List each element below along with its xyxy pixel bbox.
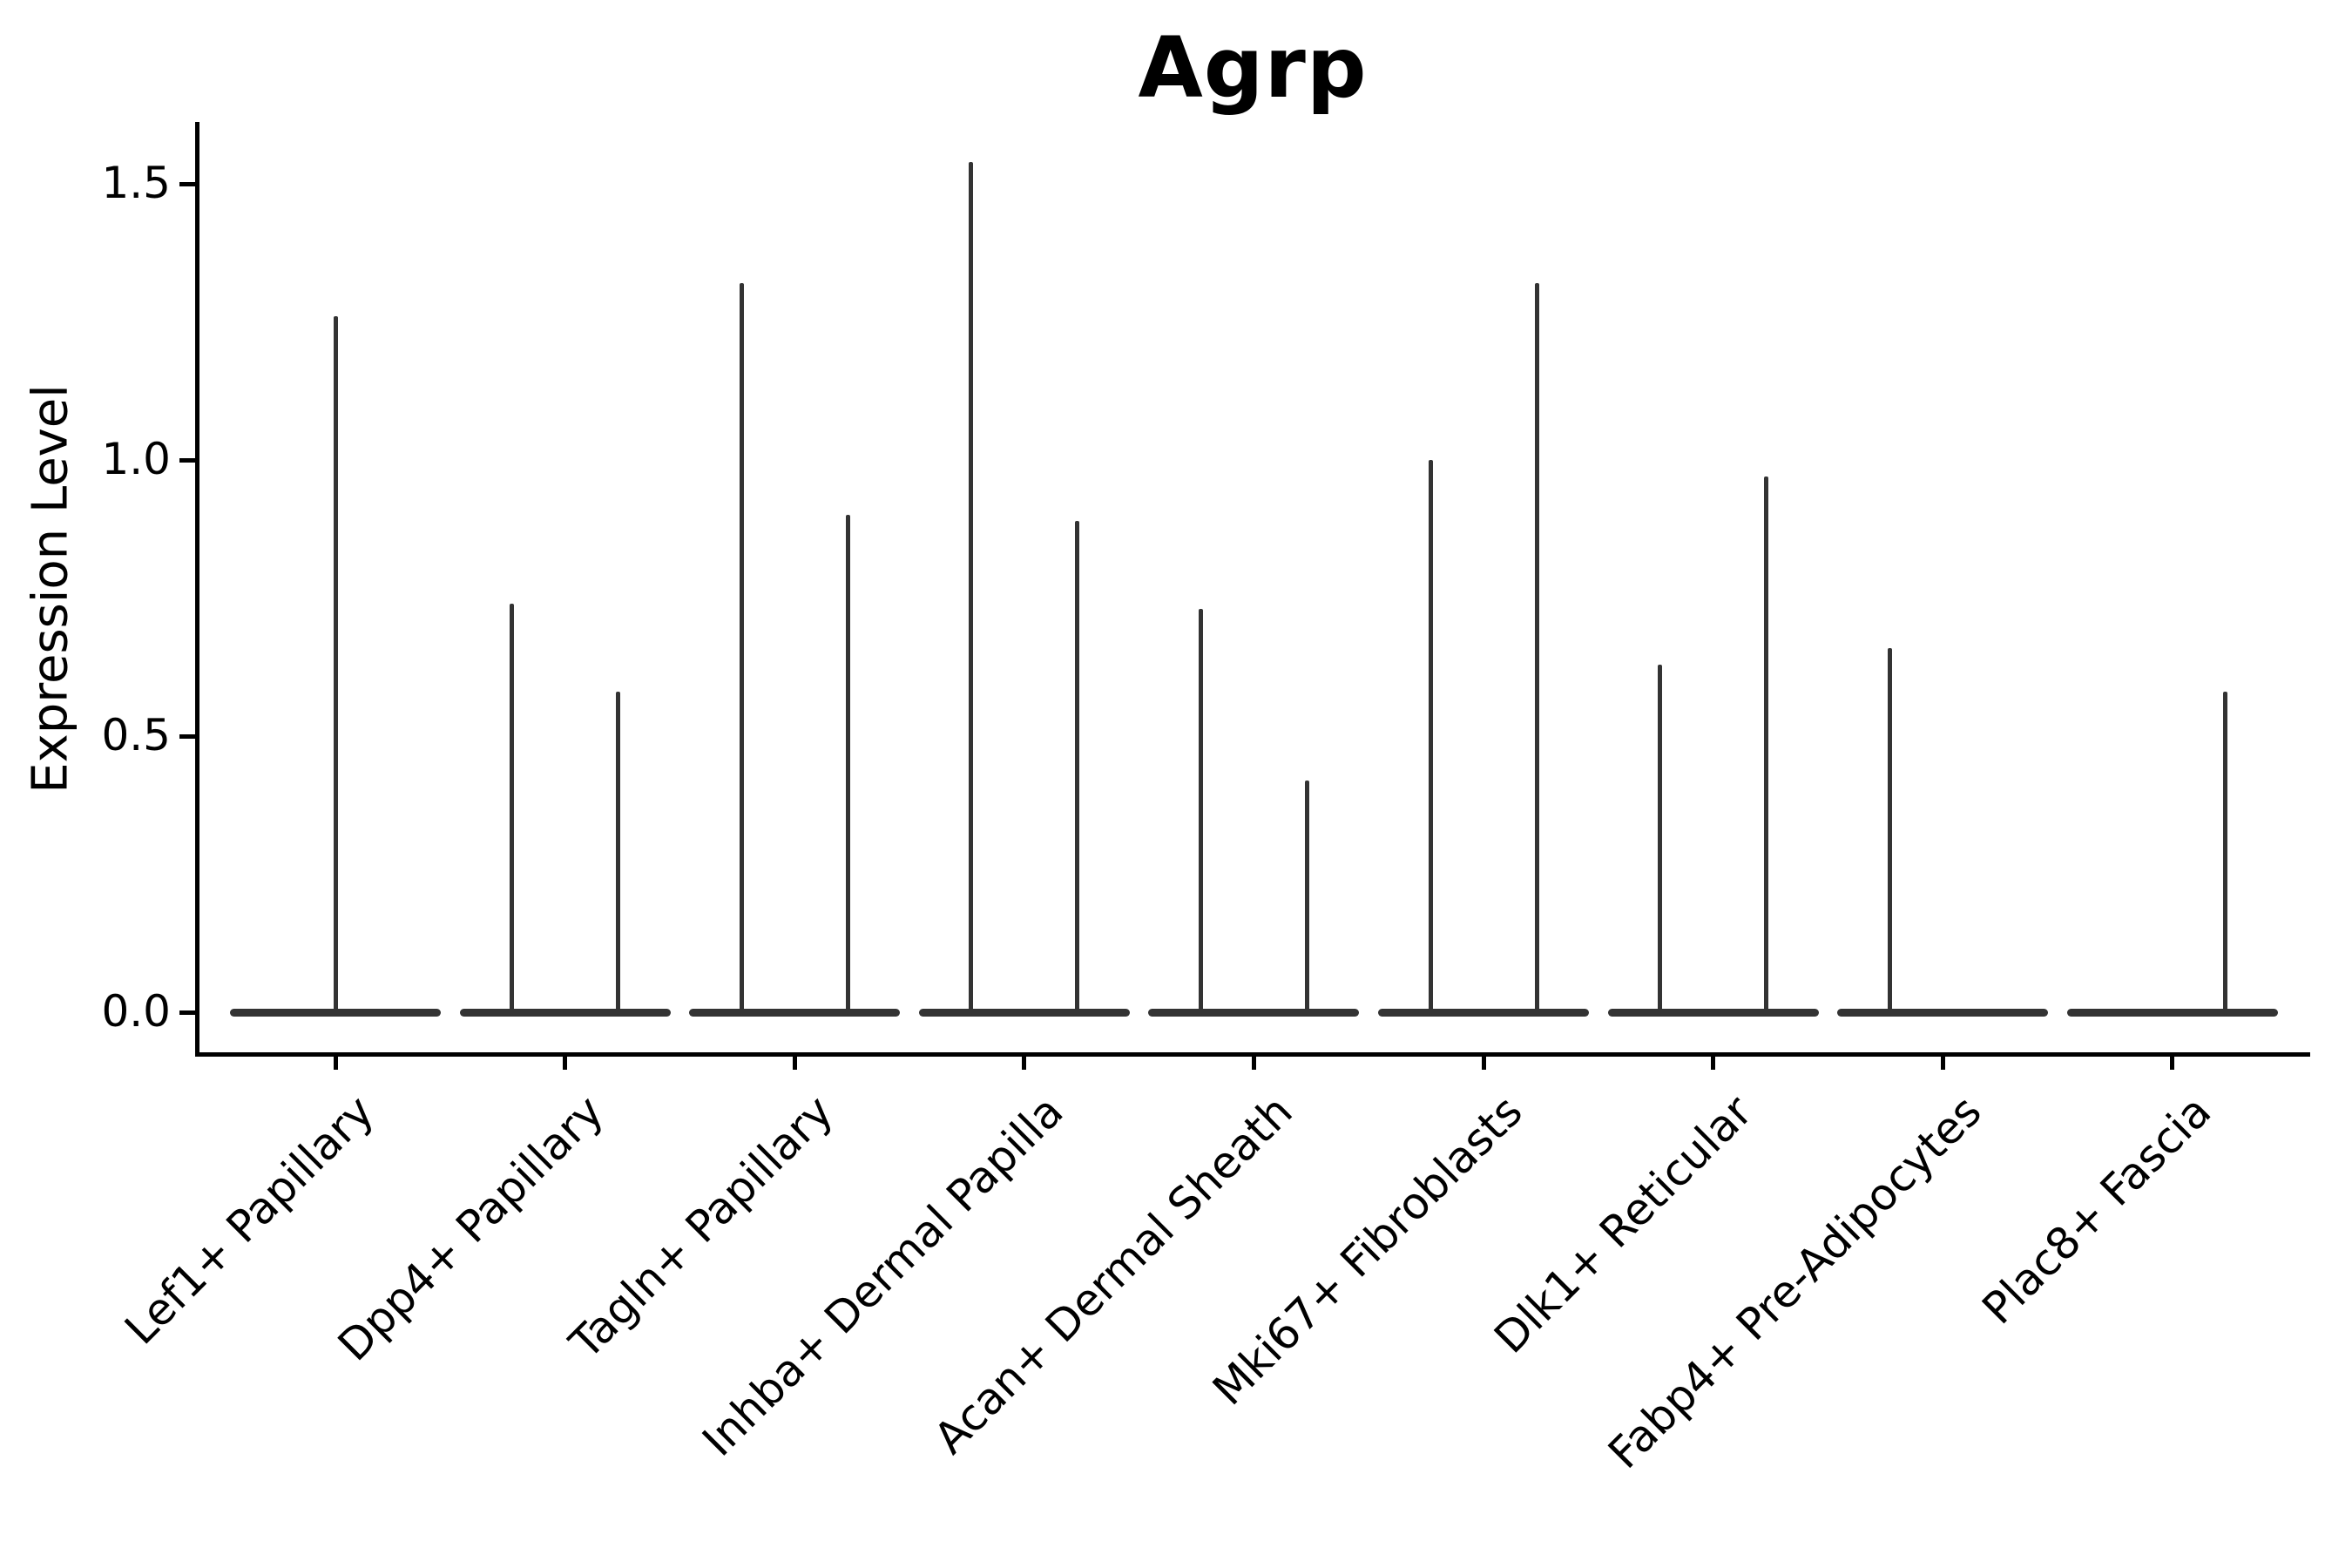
y-tick-label: 1.5 xyxy=(101,158,171,208)
violin-spike xyxy=(2223,692,2228,1015)
y-tick xyxy=(179,733,195,739)
x-tick xyxy=(1251,1056,1256,1070)
y-tick-label: 0.5 xyxy=(101,710,171,760)
violin-spike xyxy=(333,316,338,1015)
violin-spike xyxy=(1887,647,1892,1015)
violin-spike xyxy=(1534,283,1539,1015)
violin-spike xyxy=(1764,476,1769,1015)
violin-base xyxy=(1607,1008,1819,1017)
violin-base xyxy=(1148,1008,1360,1017)
y-tick xyxy=(179,1010,195,1015)
x-tick xyxy=(563,1056,568,1070)
y-tick xyxy=(179,181,195,186)
violin-spike xyxy=(1658,664,1663,1015)
x-tick xyxy=(333,1056,338,1070)
y-axis-spine xyxy=(195,122,199,1056)
y-tick-label: 1.0 xyxy=(101,434,171,484)
x-tick-label: Lef1+ Papillary xyxy=(115,1085,384,1355)
x-tick-label: Plac8+ Fascia xyxy=(1972,1085,2221,1335)
violin-base xyxy=(918,1008,1130,1017)
violin-spike xyxy=(845,515,850,1015)
violin-spike xyxy=(616,692,621,1015)
x-axis-spine xyxy=(195,1052,2310,1057)
violin-base xyxy=(1378,1008,1589,1017)
x-tick xyxy=(1022,1056,1027,1070)
x-tick xyxy=(2170,1056,2175,1070)
plot-title: Agrp xyxy=(1138,19,1368,117)
violin-base xyxy=(1837,1008,2049,1017)
y-tick xyxy=(179,457,195,463)
violin-spike xyxy=(1304,780,1309,1015)
x-tick xyxy=(1940,1056,1945,1070)
violin-base xyxy=(459,1008,671,1017)
violin-spike xyxy=(969,161,974,1015)
violin-spike xyxy=(510,603,515,1015)
violin-spike xyxy=(1198,609,1203,1015)
violin-spike xyxy=(1075,520,1080,1015)
x-tick xyxy=(1481,1056,1486,1070)
violin-spike xyxy=(1428,460,1433,1015)
violin-spike xyxy=(739,283,744,1015)
x-tick xyxy=(792,1056,797,1070)
x-tick xyxy=(1711,1056,1716,1070)
y-tick-label: 0.0 xyxy=(101,986,171,1037)
violin-base xyxy=(2066,1008,2278,1017)
x-tick-label: Fabp4+ Pre-Adipocytes xyxy=(1598,1085,1991,1479)
violin-base xyxy=(689,1008,901,1017)
